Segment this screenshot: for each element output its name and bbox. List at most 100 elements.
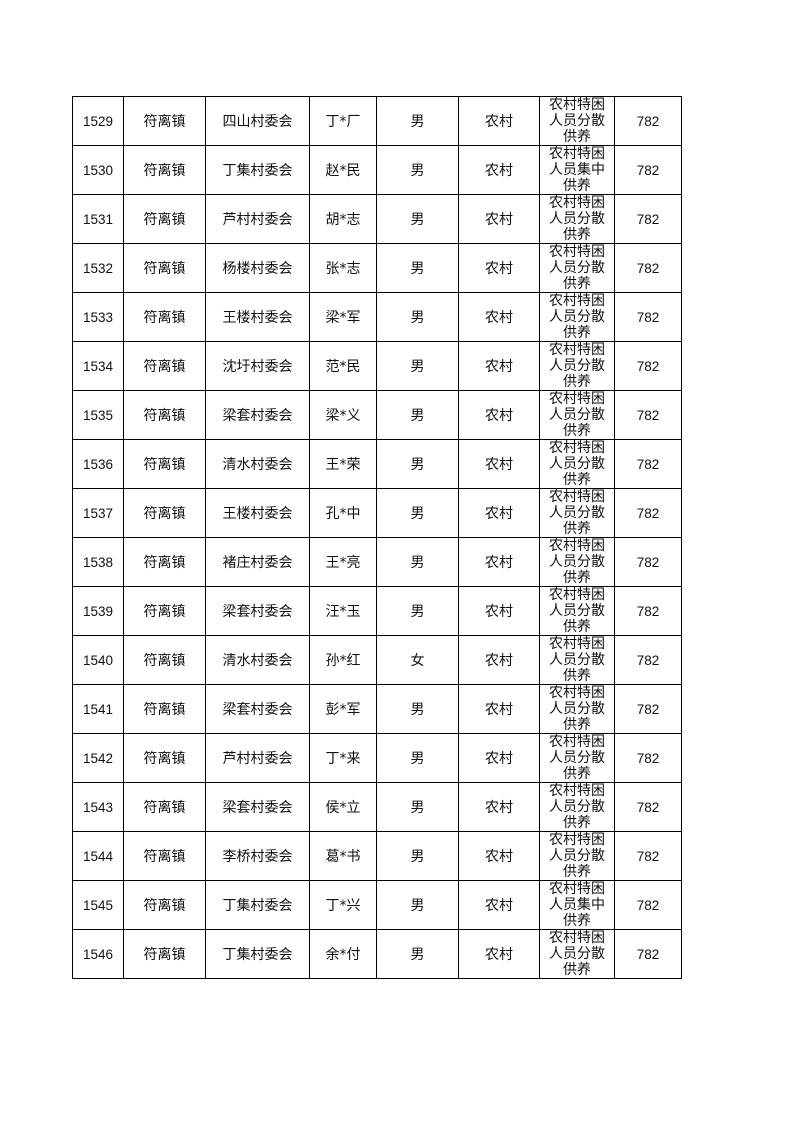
town-cell: 符离镇 (123, 96, 206, 146)
gender-cell: 女 (376, 635, 459, 685)
town-cell: 符离镇 (123, 733, 206, 783)
table-row: 1538 符离镇 褚庄村委会 王*亮男农村 农村特困人员分散供养 782 (72, 537, 682, 587)
area-cell: 农村 (458, 292, 540, 342)
category-cell: 农村特困人员分散供养 (539, 96, 615, 146)
name-cell: 余*付 (309, 929, 377, 979)
table-row: 1537 符离镇 王楼村委会 孔*中男农村 农村特困人员分散供养 782 (72, 488, 682, 538)
name-cell: 张*志 (309, 243, 377, 293)
category-text: 农村特困人员分散供养 (549, 685, 605, 733)
gender-cell: 男 (376, 782, 459, 832)
category-cell: 农村特困人员分散供养 (539, 439, 615, 489)
amount-cell: 782 (614, 488, 682, 538)
name-cell: 赵*民 (309, 145, 377, 195)
serial-cell: 1545 (72, 880, 124, 930)
data-table: 1529 符离镇 四山村委会 丁*厂男农村 农村特困人员分散供养 782 1530 符离镇 丁集… (72, 96, 682, 979)
amount-cell: 782 (614, 586, 682, 636)
category-text: 农村特困人员分散供养 (549, 342, 605, 390)
table-row: 1534 符离镇 沈圩村委会 范*民男农村 农村特困人员分散供养 782 (72, 341, 682, 391)
name-cell: 梁*军 (309, 292, 377, 342)
table-row: 1535 符离镇 梁套村委会 梁*义男农村 农村特困人员分散供养 782 (72, 390, 682, 440)
category-cell: 农村特困人员分散供养 (539, 390, 615, 440)
village-cell: 沈圩村委会 (205, 341, 310, 391)
amount-cell: 782 (614, 194, 682, 244)
village-cell: 丁集村委会 (205, 929, 310, 979)
amount-cell: 782 (614, 390, 682, 440)
category-text: 农村特困人员分散供养 (549, 930, 605, 978)
gender-cell: 男 (376, 880, 459, 930)
area-cell: 农村 (458, 194, 540, 244)
village-cell: 四山村委会 (205, 96, 310, 146)
name-cell: 侯*立 (309, 782, 377, 832)
village-cell: 褚庄村委会 (205, 537, 310, 587)
amount-cell: 782 (614, 537, 682, 587)
town-cell: 符离镇 (123, 292, 206, 342)
table-row: 1539 符离镇 梁套村委会 汪*玉男农村 农村特困人员分散供养 782 (72, 586, 682, 636)
gender-cell: 男 (376, 929, 459, 979)
category-cell: 农村特困人员集中供养 (539, 145, 615, 195)
category-cell: 农村特困人员分散供养 (539, 243, 615, 293)
village-cell: 李桥村委会 (205, 831, 310, 881)
village-cell: 梁套村委会 (205, 684, 310, 734)
area-cell: 农村 (458, 96, 540, 146)
amount-cell: 782 (614, 635, 682, 685)
name-cell: 王*亮 (309, 537, 377, 587)
category-cell: 农村特困人员分散供养 (539, 292, 615, 342)
category-text: 农村特困人员分散供养 (549, 293, 605, 341)
serial-cell: 1543 (72, 782, 124, 832)
amount-cell: 782 (614, 831, 682, 881)
name-cell: 汪*玉 (309, 586, 377, 636)
table-row: 1543 符离镇 梁套村委会 侯*立男农村 农村特困人员分散供养 782 (72, 782, 682, 832)
category-cell: 农村特困人员分散供养 (539, 929, 615, 979)
serial-cell: 1531 (72, 194, 124, 244)
table-row: 1544 符离镇 李桥村委会 葛*书男农村 农村特困人员分散供养 782 (72, 831, 682, 881)
category-cell: 农村特困人员分散供养 (539, 194, 615, 244)
amount-cell: 782 (614, 782, 682, 832)
amount-cell: 782 (614, 733, 682, 783)
serial-cell: 1533 (72, 292, 124, 342)
category-text: 农村特困人员分散供养 (549, 440, 605, 488)
serial-cell: 1539 (72, 586, 124, 636)
serial-cell: 1541 (72, 684, 124, 734)
village-cell: 王楼村委会 (205, 488, 310, 538)
area-cell: 农村 (458, 831, 540, 881)
table-row: 1541 符离镇 梁套村委会 彭*军男农村 农村特困人员分散供养 782 (72, 684, 682, 734)
gender-cell: 男 (376, 684, 459, 734)
area-cell: 农村 (458, 439, 540, 489)
town-cell: 符离镇 (123, 831, 206, 881)
area-cell: 农村 (458, 586, 540, 636)
area-cell: 农村 (458, 880, 540, 930)
gender-cell: 男 (376, 586, 459, 636)
table-row: 1530 符离镇 丁集村委会 赵*民男农村 农村特困人员集中供养 782 (72, 145, 682, 195)
gender-cell: 男 (376, 341, 459, 391)
village-cell: 梁套村委会 (205, 782, 310, 832)
amount-cell: 782 (614, 96, 682, 146)
serial-cell: 1532 (72, 243, 124, 293)
area-cell: 农村 (458, 243, 540, 293)
area-cell: 农村 (458, 537, 540, 587)
village-cell: 芦村村委会 (205, 733, 310, 783)
village-cell: 杨楼村委会 (205, 243, 310, 293)
category-text: 农村特困人员分散供养 (549, 783, 605, 831)
serial-cell: 1546 (72, 929, 124, 979)
name-cell: 丁*兴 (309, 880, 377, 930)
gender-cell: 男 (376, 292, 459, 342)
category-text: 农村特困人员集中供养 (549, 881, 605, 929)
town-cell: 符离镇 (123, 390, 206, 440)
town-cell: 符离镇 (123, 929, 206, 979)
gender-cell: 男 (376, 390, 459, 440)
town-cell: 符离镇 (123, 537, 206, 587)
category-text: 农村特困人员分散供养 (549, 244, 605, 292)
category-cell: 农村特困人员分散供养 (539, 488, 615, 538)
category-cell: 农村特困人员分散供养 (539, 733, 615, 783)
village-cell: 王楼村委会 (205, 292, 310, 342)
town-cell: 符离镇 (123, 145, 206, 195)
serial-cell: 1534 (72, 341, 124, 391)
gender-cell: 男 (376, 145, 459, 195)
village-cell: 梁套村委会 (205, 586, 310, 636)
serial-cell: 1540 (72, 635, 124, 685)
town-cell: 符离镇 (123, 635, 206, 685)
table-row: 1529 符离镇 四山村委会 丁*厂男农村 农村特困人员分散供养 782 (72, 96, 682, 146)
serial-cell: 1544 (72, 831, 124, 881)
gender-cell: 男 (376, 831, 459, 881)
town-cell: 符离镇 (123, 782, 206, 832)
